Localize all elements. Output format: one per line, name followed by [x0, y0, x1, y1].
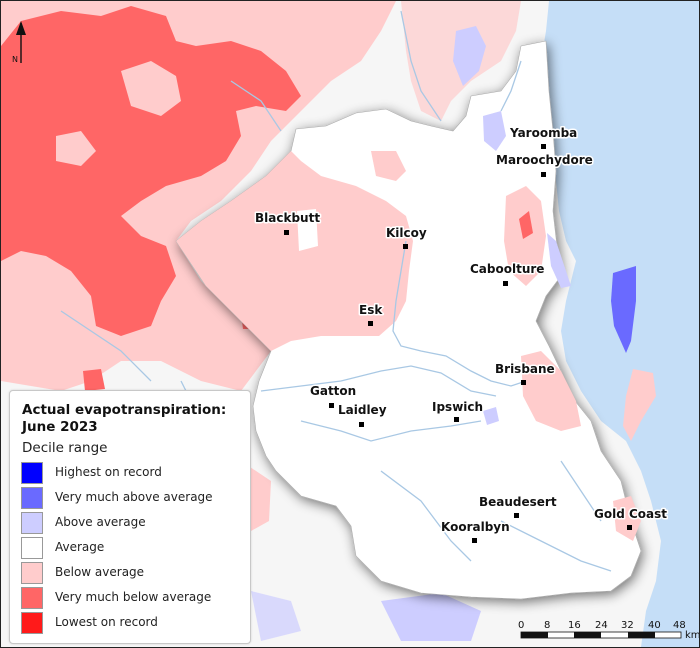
- very-much-below-average-area: [1, 6, 301, 336]
- legend: Actual evapotranspiration: June 2023 Dec…: [9, 390, 251, 644]
- above-average-patch-sw: [251, 591, 301, 641]
- town-marker-gatton: [329, 403, 334, 408]
- town-label-beaudesert: Beaudesert: [479, 495, 557, 509]
- scale-tick-5: 40: [648, 620, 661, 631]
- legend-item-very-much-above: Very much above average: [21, 487, 241, 509]
- legend-label-below: Below average: [55, 565, 145, 579]
- legend-title-line1: Actual evapotranspiration:: [22, 402, 227, 418]
- legend-swatch-above: [21, 512, 43, 534]
- above-average-patch-s: [381, 593, 481, 641]
- inner-below-average-north: [371, 151, 406, 181]
- scale-bar: 0 8 16 24 32 40 48 km: [518, 620, 699, 641]
- town-markers: [284, 144, 632, 543]
- blackbutt-hole: [297, 209, 318, 251]
- town-label-caboolture: Caboolture: [470, 262, 544, 276]
- town-marker-blackbutt: [284, 230, 289, 235]
- scale-tick-1: 8: [544, 620, 550, 631]
- legend-item-lowest: Lowest on record: [21, 612, 241, 634]
- town-marker-kooralbyn: [472, 538, 477, 543]
- inner-very-much-below-coast: [519, 211, 533, 239]
- legend-item-very-much-below: Very much below average: [21, 587, 241, 609]
- scale-tick-3: 24: [595, 620, 608, 631]
- very-much-below-average-patch-2: [83, 369, 105, 391]
- town-marker-laidley: [359, 422, 364, 427]
- legend-item-above: Above average: [21, 512, 241, 534]
- scale-tick-2: 16: [568, 620, 581, 631]
- town-label-blackbutt: Blackbutt: [255, 211, 320, 225]
- inner-below-average-brisbane: [521, 351, 581, 431]
- town-marker-gold-coast: [627, 525, 632, 530]
- legend-swatch-very-much-below: [21, 587, 43, 609]
- town-label-yaroomba: Yaroomba: [509, 126, 577, 140]
- legend-swatch-very-much-above: [21, 487, 43, 509]
- legend-label-highest: Highest on record: [55, 465, 162, 479]
- town-label-ipswich: Ipswich: [432, 400, 483, 414]
- town-label-gatton: Gatton: [310, 384, 356, 398]
- town-label-kilcoy: Kilcoy: [386, 226, 427, 240]
- town-marker-beaudesert: [514, 513, 519, 518]
- above-average-pumicestone: [547, 233, 571, 288]
- island-below-average: [623, 369, 656, 441]
- legend-item-highest: Highest on record: [21, 462, 241, 484]
- legend-label-above: Above average: [55, 515, 146, 529]
- very-much-above-moreton: [611, 266, 636, 353]
- town-label-maroochydore: Maroochydore: [496, 153, 593, 167]
- legend-title-line2: June 2023: [22, 419, 98, 435]
- scale-tick-0: 0: [518, 620, 524, 631]
- legend-label-average: Average: [55, 540, 105, 554]
- legend-swatch-lowest: [21, 612, 43, 634]
- scale-tick-4: 32: [621, 620, 634, 631]
- legend-swatch-highest: [21, 462, 43, 484]
- above-average-patch-n: [453, 26, 486, 86]
- town-marker-ipswich: [454, 417, 459, 422]
- town-label-kooralbyn: Kooralbyn: [441, 520, 510, 534]
- scale-tick-6: 48: [673, 620, 686, 631]
- north-arrow-icon: N: [12, 21, 26, 64]
- town-marker-kilcoy: [403, 244, 408, 249]
- legend-label-lowest: Lowest on record: [55, 615, 158, 629]
- town-marker-maroochydore: [541, 172, 546, 177]
- legend-label-very-much-below: Very much below average: [55, 590, 212, 604]
- scale-unit: km: [685, 630, 699, 641]
- town-marker-caboolture: [503, 281, 508, 286]
- town-labels: Yaroomba Maroochydore Blackbutt Kilcoy C…: [254, 125, 669, 536]
- town-label-esk: Esk: [359, 303, 383, 317]
- legend-title: Actual evapotranspiration: June 2023: [22, 402, 248, 436]
- town-marker-esk: [368, 321, 373, 326]
- town-label-gold-coast: Gold Coast: [594, 507, 667, 521]
- legend-label-very-much-above: Very much above average: [55, 490, 213, 504]
- north-label: N: [12, 55, 18, 64]
- town-marker-yaroomba: [541, 144, 546, 149]
- legend-subtitle: Decile range: [22, 440, 108, 456]
- gold-coast-below: [613, 496, 641, 541]
- above-average-yaroomba: [483, 111, 506, 151]
- legend-item-below: Below average: [21, 562, 241, 584]
- legend-swatch-average: [21, 537, 43, 559]
- town-label-brisbane: Brisbane: [495, 362, 555, 376]
- legend-swatch-below: [21, 562, 43, 584]
- above-average-ipswich: [483, 407, 499, 425]
- town-marker-brisbane: [521, 380, 526, 385]
- inner-below-average-west: [176, 151, 413, 351]
- town-label-laidley: Laidley: [338, 403, 387, 417]
- legend-item-average: Average: [21, 537, 241, 559]
